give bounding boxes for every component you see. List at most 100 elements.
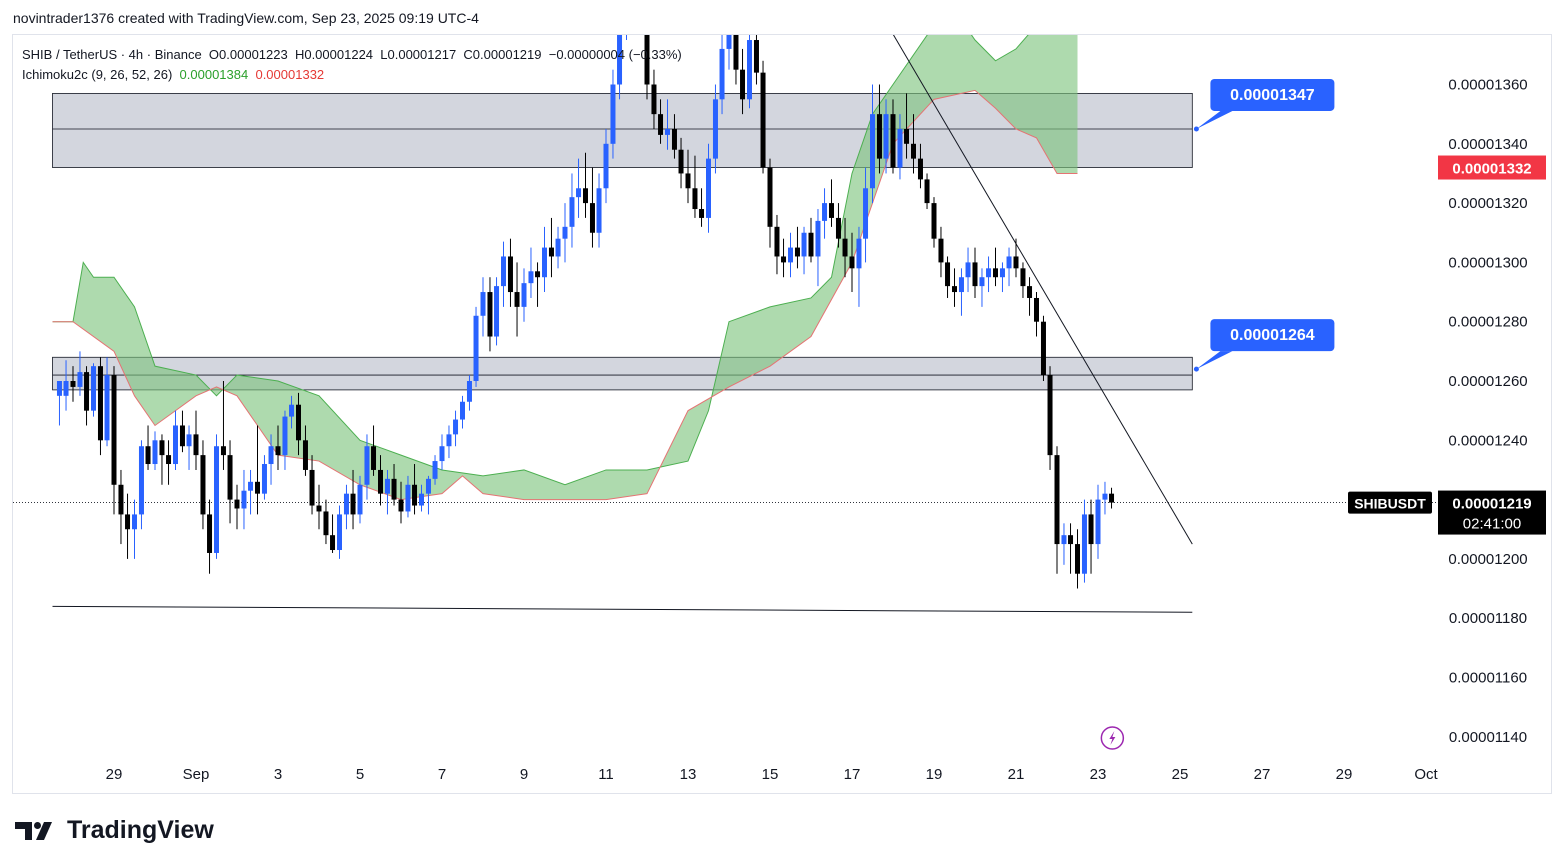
- indicator-name[interactable]: Ichimoku2c (9, 26, 52, 26): [22, 67, 173, 82]
- candle-body: [733, 35, 739, 70]
- candle-body: [364, 446, 370, 485]
- cloud-price-tag-label: 0.00001332: [1452, 161, 1531, 178]
- y-tick-label: 0.00001260: [1448, 373, 1527, 390]
- y-tick-label: 0.00001140: [1449, 729, 1527, 746]
- x-tick-label: 21: [1008, 766, 1025, 783]
- candle-body: [829, 203, 834, 218]
- y-tick-label: 0.00001360: [1448, 77, 1527, 94]
- candle-body: [1040, 321, 1046, 376]
- current-price-tag-label: 0.00001219: [1452, 496, 1531, 513]
- candle-body: [808, 232, 814, 257]
- candle-body: [767, 167, 773, 227]
- candle-body: [1006, 256, 1012, 269]
- candle-body: [84, 372, 90, 411]
- callout-lower-label: 0.00001264: [1230, 327, 1315, 344]
- x-tick-label: Oct: [1414, 766, 1438, 783]
- candle-body: [330, 535, 336, 551]
- candle-body: [391, 478, 397, 500]
- candle-body: [118, 484, 124, 515]
- candle-body: [699, 209, 705, 218]
- candle-body: [747, 40, 752, 100]
- x-tick-label: 13: [680, 766, 697, 783]
- candle-body: [815, 220, 821, 257]
- tradingview-logo[interactable]: TradingView: [15, 816, 214, 845]
- candle-body: [569, 197, 575, 227]
- candle-body: [323, 511, 329, 536]
- candlestick-chart[interactable]: 0.00001347 0.00001264 0.00001360 0.00001340…: [13, 35, 1551, 793]
- candle-body: [794, 247, 800, 257]
- candle-body: [186, 434, 192, 447]
- attribution-text: novintrader1376 created with TradingView…: [13, 10, 479, 26]
- candle-body: [77, 372, 83, 387]
- candle-body: [275, 446, 281, 456]
- callout-lower-pointer: [1196, 351, 1233, 370]
- x-tick-label: 17: [844, 766, 861, 783]
- x-tick-label: 11: [598, 766, 614, 783]
- candle-body: [706, 158, 711, 218]
- candle-body: [1034, 297, 1039, 322]
- candle-body: [890, 114, 896, 168]
- candle-body: [692, 188, 698, 210]
- x-tick-label: Sep: [183, 766, 210, 783]
- candle-body: [214, 446, 219, 553]
- symbol-info: SHIB / TetherUS · 4h · Binance: [22, 47, 202, 62]
- cloud-price-tag: [1438, 155, 1546, 180]
- chart-legend: SHIB / TetherUS · 4h · Binance O0.000012…: [22, 45, 682, 85]
- candle-body: [261, 464, 267, 494]
- candle-body: [405, 484, 411, 512]
- lightning-bolt: [1109, 731, 1116, 745]
- candle-body: [398, 499, 404, 512]
- candle-body: [876, 114, 882, 159]
- x-tick-label: 27: [1254, 766, 1271, 783]
- candle-body: [494, 286, 500, 337]
- candle-body: [432, 461, 438, 479]
- candle-body: [931, 203, 937, 239]
- candle-body: [1061, 535, 1067, 545]
- candle-body: [460, 401, 465, 420]
- candle-body: [350, 493, 356, 515]
- candle-body: [835, 217, 841, 239]
- candle-body: [897, 128, 903, 168]
- candle-body: [617, 35, 623, 85]
- candle-body: [719, 48, 725, 100]
- candle-body: [952, 286, 957, 293]
- candle-body: [220, 446, 226, 456]
- candle-body: [91, 366, 96, 411]
- candle-body: [193, 434, 199, 456]
- candle-body: [507, 256, 513, 293]
- x-tick-label: 23: [1090, 766, 1107, 783]
- cloud-span-a-line: [52, 35, 1029, 486]
- candle-body: [316, 505, 322, 512]
- candle-body: [712, 99, 718, 159]
- callout-upper-pointer: [1196, 110, 1233, 129]
- candle-body: [979, 277, 985, 287]
- candle-body: [1020, 268, 1026, 287]
- tradingview-logo-icon: [15, 821, 52, 840]
- candle-body: [542, 247, 547, 278]
- symbol-line: SHIB / TetherUS · 4h · Binance O0.000012…: [22, 45, 682, 65]
- candle-body: [425, 478, 431, 494]
- ichimoku-cloud: [52, 35, 1078, 500]
- x-tick-label: 15: [762, 766, 779, 783]
- ohlc-low: L0.00001217: [380, 47, 457, 62]
- y-tick-label: 0.00001180: [1449, 610, 1527, 627]
- candle-body: [1102, 493, 1108, 500]
- chart-area[interactable]: 0.00001347 0.00001264 0.00001360 0.00001340…: [12, 34, 1552, 794]
- callout-upper-label: 0.00001347: [1230, 87, 1315, 104]
- candle-body: [1109, 493, 1115, 503]
- x-tick-label: 3: [274, 766, 282, 783]
- candle-body: [603, 143, 609, 189]
- candle-body: [1013, 256, 1019, 269]
- candle-body: [70, 381, 76, 387]
- candle-body: [883, 114, 889, 159]
- candle-body: [911, 143, 916, 159]
- candle-body: [521, 283, 527, 307]
- candle-body: [924, 179, 930, 204]
- candle-body: [1027, 286, 1033, 298]
- indicator-value-2: 0.00001332: [255, 67, 325, 82]
- candle-body: [166, 455, 172, 465]
- candle-body: [378, 469, 383, 494]
- candle-body: [658, 114, 664, 135]
- x-tick-label: 25: [1172, 766, 1189, 783]
- ohlc-close: C0.00001219: [463, 47, 542, 62]
